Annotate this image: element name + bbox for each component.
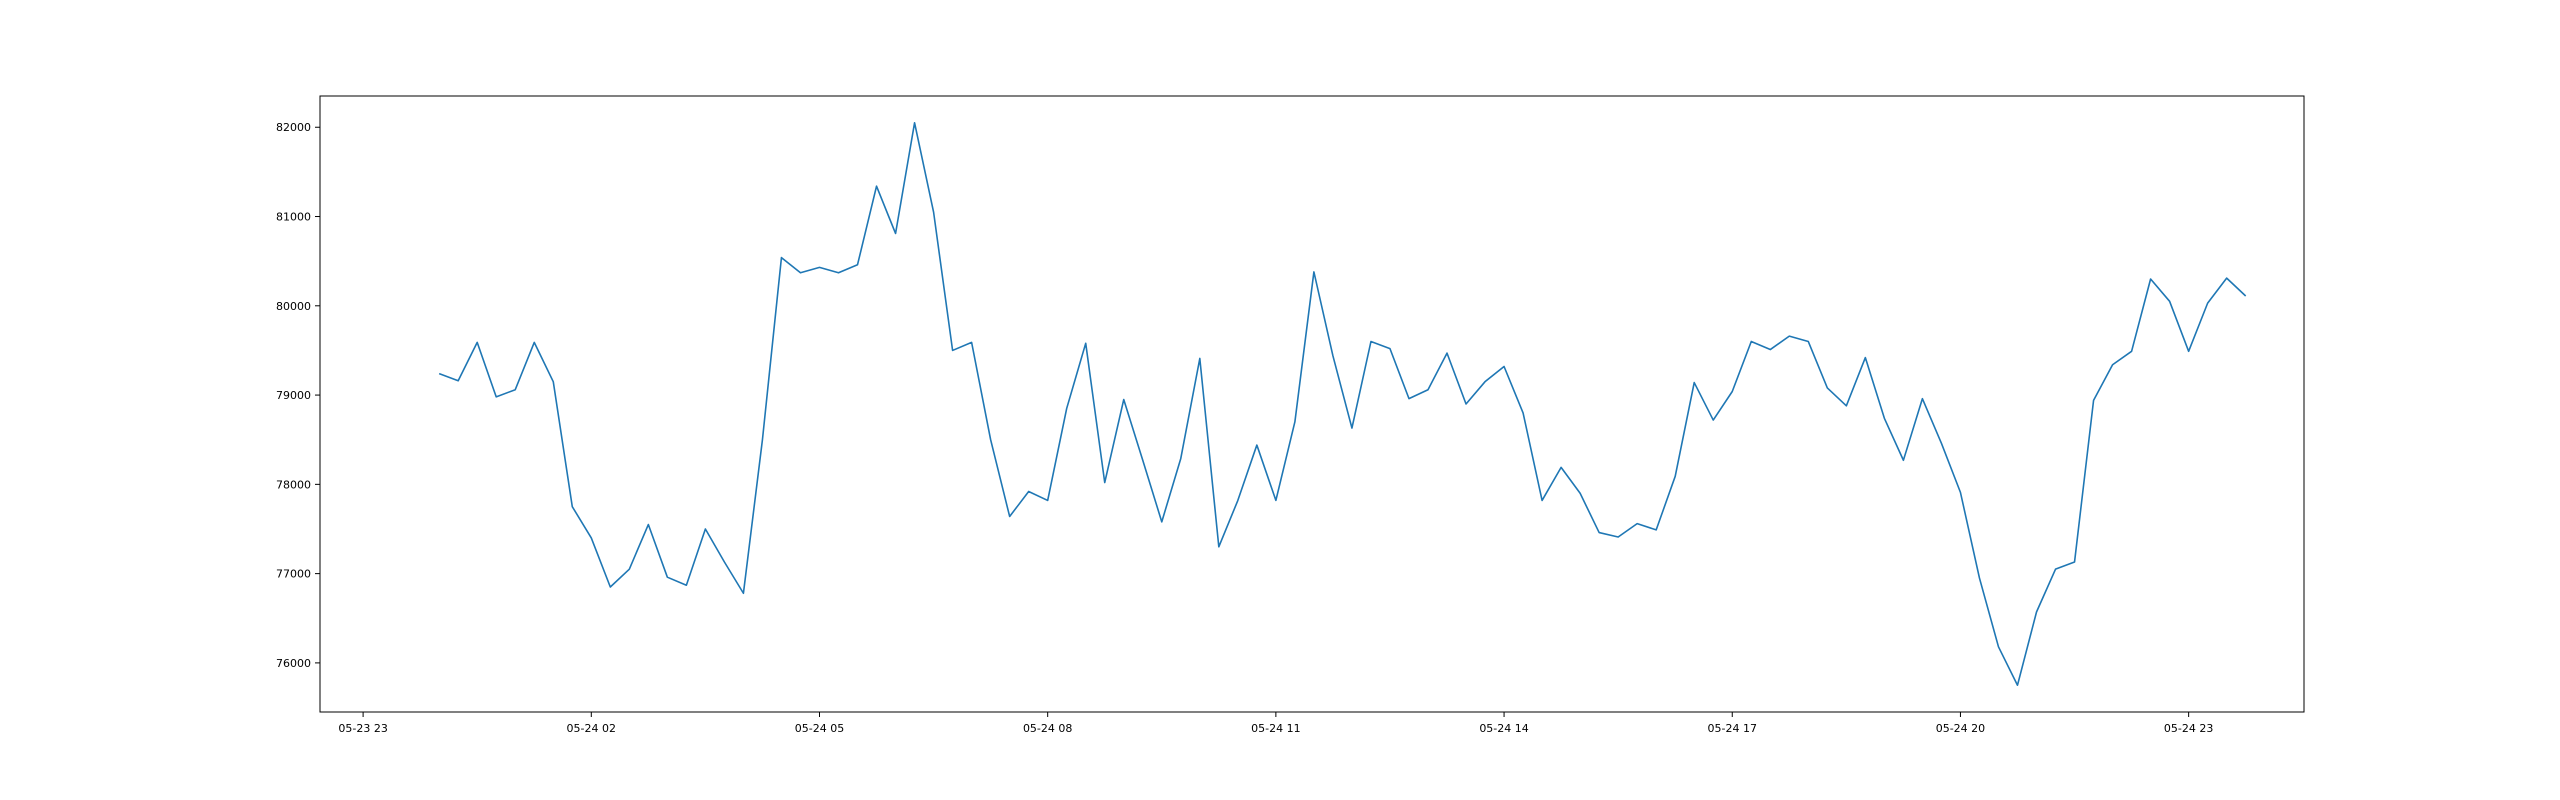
x-tick-label: 05-24 20 — [1936, 722, 1985, 735]
y-axis: 76000 77000 78000 79000 80000 81000 82000 — [276, 121, 320, 670]
y-tick-label: 79000 — [276, 389, 311, 402]
plot-frame — [319, 95, 2305, 713]
x-tick-label: 05-24 11 — [1251, 722, 1300, 735]
y-tick-label: 78000 — [276, 478, 311, 491]
x-tick-label: 05-24 05 — [795, 722, 844, 735]
y-tick-label: 81000 — [276, 211, 311, 224]
x-tick-label: 05-24 08 — [1023, 722, 1072, 735]
x-tick-label: 05-24 14 — [1479, 722, 1528, 735]
y-tick-label: 82000 — [276, 121, 311, 134]
y-tick-label: 76000 — [276, 657, 311, 670]
x-tick-label: 05-24 17 — [1708, 722, 1757, 735]
x-tick-label: 05-24 23 — [2164, 722, 2213, 735]
y-tick-label: 77000 — [276, 568, 311, 581]
y-tick-label: 80000 — [276, 300, 311, 313]
x-tick-label: 05-24 02 — [567, 722, 616, 735]
x-tick-label: 05-23 23 — [338, 722, 387, 735]
series-line — [438, 121, 2247, 687]
x-axis: 05-23 23 05-24 02 05-24 05 05-24 08 05-24 11… — [338, 712, 2213, 735]
